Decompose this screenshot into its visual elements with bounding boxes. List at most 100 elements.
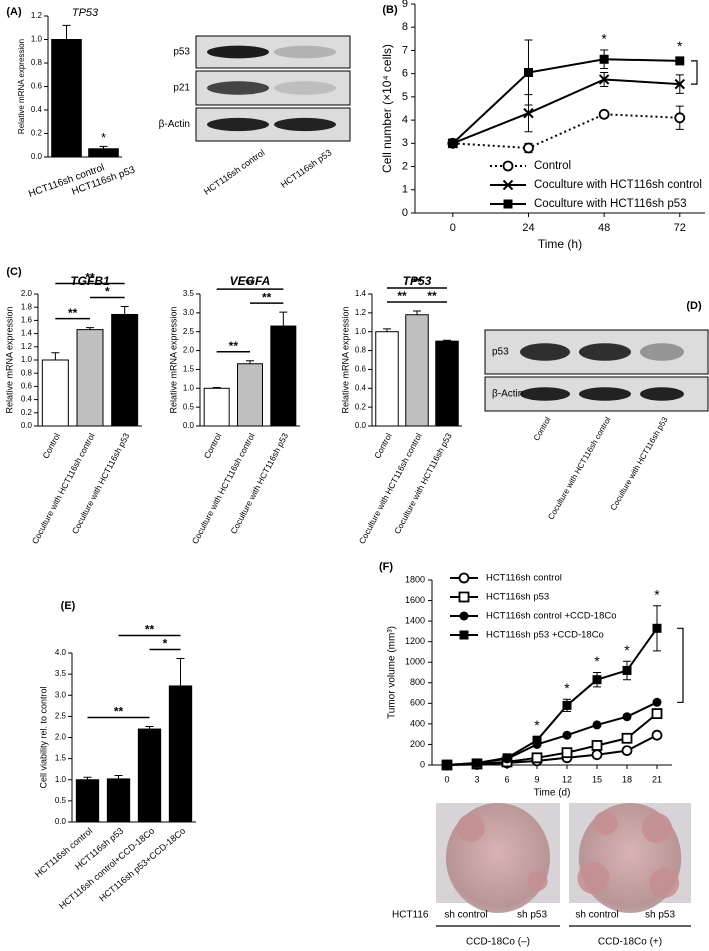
annotation: * (564, 680, 570, 696)
x-tick-label: 18 (622, 774, 632, 784)
data-point (561, 747, 573, 759)
significance-label: * (163, 637, 168, 651)
y-axis-label: Relative mRNA expression (168, 306, 178, 413)
data-point (448, 138, 458, 148)
legend-label: Control (534, 160, 571, 172)
blot-band (640, 343, 684, 361)
y-tick-label: 2.0 (183, 346, 195, 355)
y-tick-label: 0.4 (355, 383, 367, 392)
y-tick-label: 1.2 (31, 11, 43, 20)
significance-label: * (105, 285, 110, 299)
bar (435, 340, 459, 427)
y-tick-label: 1.0 (183, 383, 195, 392)
error-bar (176, 657, 185, 686)
legend-label: Coculture with HCT116sh control (534, 179, 702, 191)
legend-label: HCT116sh control (486, 573, 562, 584)
y-tick-label: 0.2 (355, 402, 367, 411)
bar (270, 325, 297, 427)
x-tick-label: Control (40, 431, 62, 460)
x-tick-label: 0 (450, 222, 456, 234)
y-tick-label: 0.0 (355, 421, 367, 430)
y-axis-label: Tumor volume (mm³) (387, 626, 398, 719)
y-tick-label: 0.4 (31, 105, 43, 114)
legend-marker (502, 160, 514, 172)
y-tick-label: 0 (402, 207, 408, 219)
y-tick-label: 1.0 (21, 355, 33, 364)
blot-band (640, 387, 684, 401)
error-bar (120, 306, 129, 315)
bar (75, 779, 100, 823)
chart-title: TP53 (403, 274, 432, 288)
bar (137, 728, 162, 823)
y-tick-label: 0.6 (21, 382, 33, 391)
blot-band (579, 387, 631, 401)
y-tick-label: 0.2 (31, 129, 43, 138)
data-point (621, 745, 633, 757)
error-bar (99, 145, 108, 149)
significance-label: ** (229, 339, 239, 353)
y-tick-label: 0.5 (55, 796, 67, 805)
y-tick-label: 1000 (405, 657, 425, 667)
data-point (472, 758, 482, 768)
data-point (523, 107, 534, 119)
x-tick-label: Coculture with HCT116sh p53 (228, 431, 290, 535)
lane-label: HCT116sh control (202, 147, 267, 196)
bar (405, 314, 429, 427)
significance-label: ** (85, 271, 95, 285)
y-tick-label: 1.4 (21, 329, 33, 338)
lane-label: sh p53 (645, 910, 675, 921)
chart-title: TGFB1 (70, 274, 110, 288)
data-point (622, 665, 632, 675)
lane-label: Coculture with HCT116sh control (546, 415, 612, 521)
blot-row-label: p21 (173, 83, 190, 94)
y-tick-label: 1200 (405, 636, 425, 646)
error-bar (383, 328, 391, 332)
tumor (577, 862, 610, 894)
series-line (452, 58, 680, 145)
error-bar (62, 24, 71, 40)
blot-band (207, 45, 269, 59)
y-tick-label: 3 (402, 137, 408, 149)
blot-row-label: β-Actin (159, 119, 190, 130)
y-tick-label: 0.0 (55, 817, 67, 826)
data-point (674, 112, 686, 124)
y-tick-label: 1.5 (183, 365, 195, 374)
data-point (502, 753, 512, 763)
error-bar (51, 352, 60, 360)
chart-title: TP53 (72, 7, 99, 19)
x-tick-label: Coculture with HCT116sh control (190, 431, 257, 545)
y-tick-label: 8 (402, 21, 408, 33)
tumor (641, 813, 672, 843)
data-point (598, 74, 610, 85)
blot-band (207, 81, 269, 95)
data-point (592, 675, 602, 685)
panel-label: (B) (382, 4, 398, 16)
data-point (592, 720, 602, 730)
data-point (651, 729, 663, 741)
data-point (674, 78, 685, 90)
y-tick-label: 2 (402, 160, 408, 172)
data-point (675, 56, 685, 66)
data-point (532, 735, 542, 745)
y-tick-label: 0.6 (31, 82, 43, 91)
panel-label: (E) (61, 600, 76, 612)
y-tick-label: 1.0 (355, 327, 367, 336)
significance-label: ** (114, 705, 124, 719)
tumor (649, 868, 680, 898)
data-point (651, 708, 663, 720)
significance-label: ** (145, 623, 155, 637)
data-point (652, 697, 662, 707)
tumor (527, 871, 548, 891)
y-tick-label: 3.0 (183, 308, 195, 317)
annotation: * (101, 130, 106, 145)
legend-marker (459, 611, 469, 621)
series-line (446, 627, 658, 766)
x-tick-label: 12 (562, 774, 572, 784)
blot-band (579, 343, 631, 361)
y-tick-label: 800 (410, 677, 425, 687)
group-label: CCD-18Co (–) (466, 937, 530, 948)
legend-marker (458, 572, 470, 584)
y-tick-label: 3.0 (55, 690, 67, 699)
annotation: * (601, 31, 607, 47)
